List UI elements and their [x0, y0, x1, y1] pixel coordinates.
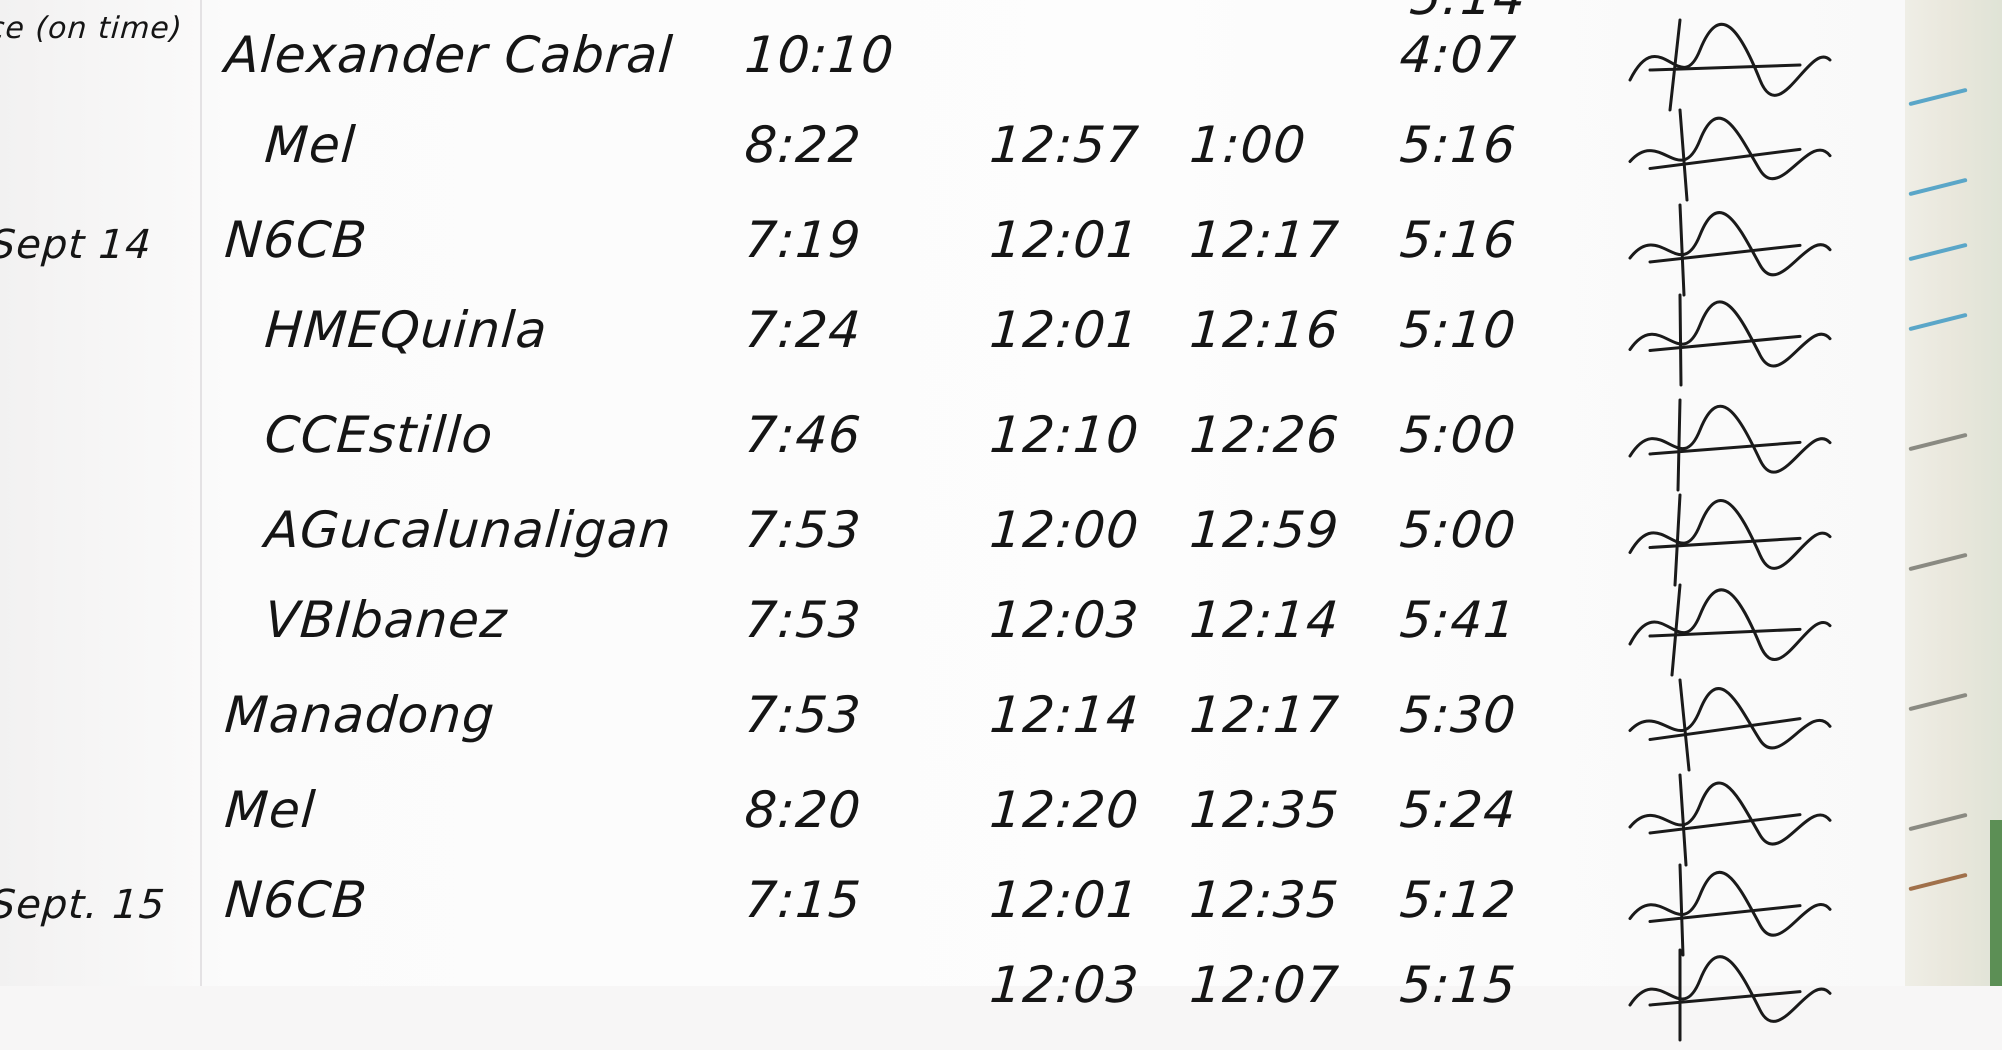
- time-t1: 7:53: [742, 686, 864, 744]
- time-t4: 5:10: [1397, 301, 1519, 359]
- time-t3: 12:14: [1187, 591, 1342, 649]
- time-t2: 12:00: [987, 501, 1142, 559]
- time-t1: 7:53: [742, 591, 864, 649]
- time-t1: 7:19: [742, 211, 864, 269]
- page-edge-strip: [1905, 0, 2002, 986]
- time-t1: 7:46: [742, 406, 864, 464]
- signature: [1628, 773, 1832, 867]
- employee-name: N6CB: [222, 211, 370, 269]
- employee-name: Mel: [222, 781, 318, 839]
- top-partial-time: 5:14: [1408, 0, 1528, 26]
- signature: [1628, 203, 1832, 297]
- time-t3: 12:17: [1187, 686, 1342, 744]
- time-t2: 12:14: [987, 686, 1142, 744]
- signature: [1628, 583, 1832, 677]
- green-edge: [1990, 820, 2002, 986]
- time-t1: 7:24: [742, 301, 864, 359]
- time-t2: 12:03: [987, 591, 1142, 649]
- time-t2: 12:01: [987, 211, 1142, 269]
- signature: [1628, 108, 1832, 202]
- time-t4: 5:00: [1397, 501, 1519, 559]
- time-t2: 12:03: [987, 956, 1142, 1014]
- time-t1: 7:53: [742, 501, 864, 559]
- employee-name: N6CB: [222, 871, 370, 929]
- signature: [1628, 18, 1832, 112]
- time-t3: 12:16: [1187, 301, 1342, 359]
- employee-name: HMEQuinla: [262, 301, 550, 359]
- date-label: Sept. 15: [0, 882, 168, 928]
- signature: [1628, 678, 1832, 772]
- logbook-page: [0, 0, 1905, 986]
- time-t2: 12:57: [987, 116, 1142, 174]
- employee-name: AGucalunaligan: [262, 501, 674, 559]
- time-t3: 12:17: [1187, 211, 1342, 269]
- time-t4: 5:41: [1397, 591, 1519, 649]
- time-t4: 5:16: [1397, 116, 1519, 174]
- time-t4: 5:16: [1397, 211, 1519, 269]
- time-t2: 12:01: [987, 301, 1142, 359]
- time-t2: 12:20: [987, 781, 1142, 839]
- signature: [1628, 863, 1832, 957]
- signature: [1628, 398, 1832, 492]
- time-t4: 5:24: [1397, 781, 1519, 839]
- signature: [1628, 493, 1832, 587]
- time-t3: 12:07: [1187, 956, 1342, 1014]
- employee-name: Mel: [262, 116, 358, 174]
- margin-header: ce (on time): [0, 11, 184, 46]
- time-t3: 1:00: [1187, 116, 1309, 174]
- time-t1: 7:15: [742, 871, 864, 929]
- time-t4: 5:30: [1397, 686, 1519, 744]
- time-t4: 5:12: [1397, 871, 1519, 929]
- signature: [1628, 293, 1832, 387]
- time-t2: 12:01: [987, 871, 1142, 929]
- time-t1: 10:10: [742, 26, 897, 84]
- time-t4: 4:07: [1397, 26, 1519, 84]
- time-t4: 5:15: [1397, 956, 1519, 1014]
- employee-name: CCEstillo: [262, 406, 496, 464]
- employee-name: VBIbanez: [262, 591, 510, 649]
- time-t3: 12:35: [1187, 781, 1342, 839]
- time-t3: 12:26: [1187, 406, 1342, 464]
- time-t4: 5:00: [1397, 406, 1519, 464]
- employee-name: Manadong: [222, 686, 497, 744]
- signature: [1628, 948, 1832, 1042]
- time-t1: 8:20: [742, 781, 864, 839]
- time-t2: 12:10: [987, 406, 1142, 464]
- time-t1: 8:22: [742, 116, 864, 174]
- date-label: Sept 14: [0, 222, 154, 268]
- time-t3: 12:35: [1187, 871, 1342, 929]
- time-t3: 12:59: [1187, 501, 1342, 559]
- margin-line: [200, 0, 202, 986]
- employee-name: Alexander Cabral: [222, 26, 676, 84]
